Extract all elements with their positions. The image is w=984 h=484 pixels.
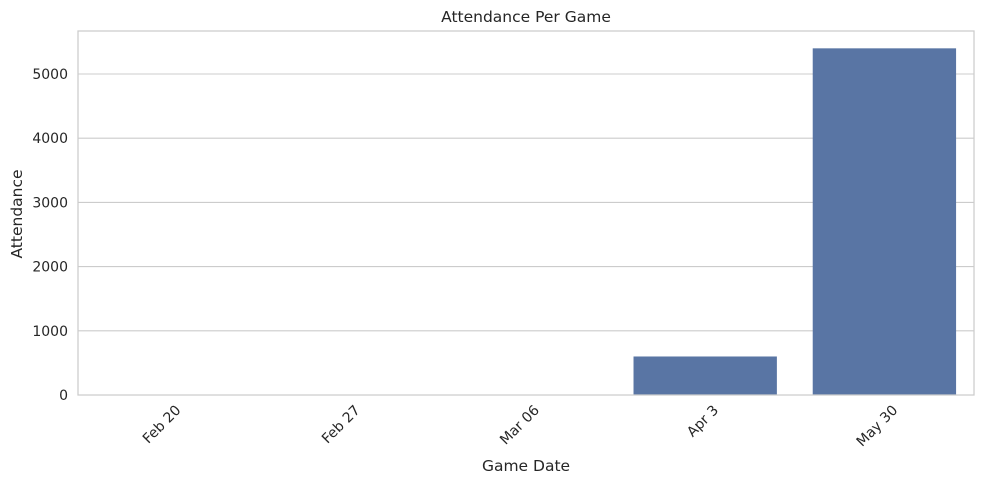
bars xyxy=(633,48,957,395)
y-tick-label: 5000 xyxy=(32,67,68,83)
y-tick-label: 0 xyxy=(59,388,68,404)
bar xyxy=(812,48,957,395)
x-axis-title: Game Date xyxy=(482,457,570,475)
y-tick-label: 1000 xyxy=(32,324,68,340)
x-tick-labels: Feb 20 Feb 27 Mar 06 Apr 3 May 30 xyxy=(140,402,901,450)
x-tick-label: Feb 20 xyxy=(140,403,185,448)
bar xyxy=(633,356,777,395)
chart-title: Attendance Per Game xyxy=(441,8,611,26)
plot-frame xyxy=(77,30,975,396)
y-tick-label: 3000 xyxy=(32,195,68,211)
y-tick-labels: 0 1000 2000 3000 4000 5000 xyxy=(32,67,68,404)
x-tick-label: Mar 06 xyxy=(497,402,543,448)
y-tick-label: 4000 xyxy=(32,131,68,147)
x-tick-label: Feb 27 xyxy=(319,403,364,448)
x-tick-label: Apr 3 xyxy=(684,403,722,441)
x-tick-label: May 30 xyxy=(854,403,902,451)
y-axis-title: Attendance xyxy=(8,169,26,258)
y-tick-label: 2000 xyxy=(32,260,68,276)
